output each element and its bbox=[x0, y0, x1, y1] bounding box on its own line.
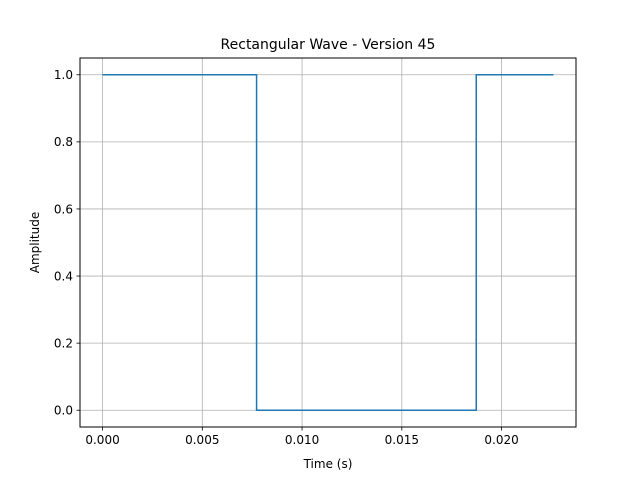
y-tick-label: 0.8 bbox=[54, 135, 73, 149]
y-tick-label: 0.0 bbox=[54, 404, 73, 418]
chart-title: Rectangular Wave - Version 45 bbox=[221, 37, 436, 53]
x-tick-label: 0.005 bbox=[185, 433, 219, 447]
y-tick-label: 0.6 bbox=[54, 202, 73, 216]
plot-area-frame bbox=[79, 57, 577, 428]
y-tick-label: 0.4 bbox=[54, 269, 73, 283]
x-tick-label: 0.020 bbox=[484, 433, 518, 447]
y-axis-label: Amplitude bbox=[28, 212, 42, 274]
x-tick-label: 0.010 bbox=[285, 433, 319, 447]
x-axis-label: Time (s) bbox=[303, 457, 353, 471]
series-layer bbox=[102, 74, 554, 411]
y-tick-label: 0.2 bbox=[54, 336, 73, 350]
y-tick-label: 1.0 bbox=[54, 68, 73, 82]
x-tick-label: 0.015 bbox=[385, 433, 419, 447]
x-tick-label: 0.000 bbox=[85, 433, 119, 447]
y-axis-ticks: 0.0 0.2 0.4 0.6 0.8 1.0 bbox=[54, 68, 80, 418]
x-axis-ticks: 0.000 0.005 0.010 0.015 0.020 bbox=[85, 427, 519, 447]
series-line bbox=[102, 74, 554, 411]
